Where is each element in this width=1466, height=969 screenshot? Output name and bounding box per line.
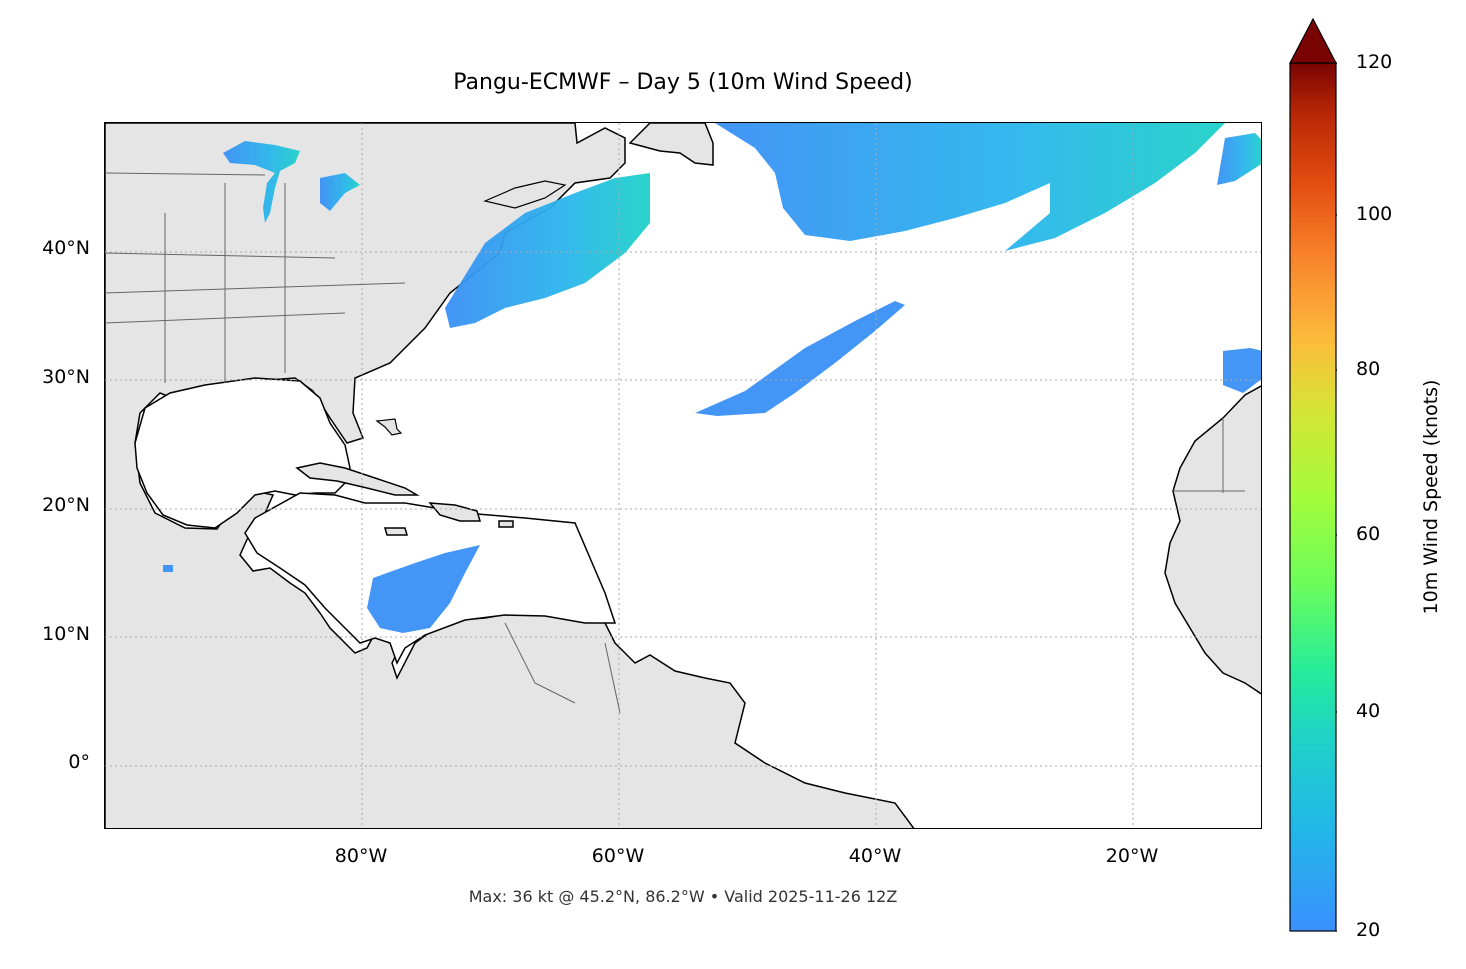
wind-region-northeast-patch xyxy=(1217,133,1261,185)
lat-tick-10n: 10°N xyxy=(42,623,90,645)
land-hispaniola xyxy=(428,502,482,522)
wind-region-us-east-coast xyxy=(445,173,650,328)
land-puerto-rico xyxy=(498,520,514,528)
map-title: Pangu-ECMWF – Day 5 (10m Wind Speed) xyxy=(453,70,913,95)
land-nova-scotia xyxy=(483,180,567,209)
land-bahamas xyxy=(375,418,403,436)
land-newfoundland xyxy=(628,123,714,166)
land-north-america xyxy=(105,123,915,828)
colorbar-label: 10m Wind Speed (knots) xyxy=(1420,379,1442,615)
map-footer-caption: Max: 36 kt @ 45.2°N, 86.2°W • Valid 2025… xyxy=(468,887,898,906)
colorbar-tick-120: 120 xyxy=(1356,51,1393,73)
lat-tick-40n: 40°N xyxy=(42,237,90,259)
wind-region-north-atlantic xyxy=(715,123,1225,251)
lat-tick-0: 0° xyxy=(68,751,90,773)
map-canvas xyxy=(105,123,1261,828)
wind-region-lake-erie xyxy=(320,173,360,211)
map-panel[interactable] xyxy=(104,122,1262,829)
colorbar-tick-40: 40 xyxy=(1356,700,1381,722)
colorbar-gradient xyxy=(1289,62,1337,932)
wind-region-caribbean xyxy=(367,545,480,633)
colorbar-tick-80: 80 xyxy=(1356,358,1381,380)
lon-tick-80w: 80°W xyxy=(334,845,388,867)
graticule xyxy=(105,123,1261,828)
wind-field xyxy=(163,123,1261,633)
land-cuba xyxy=(295,462,420,496)
lon-tick-60w: 60°W xyxy=(591,845,645,867)
political-borders xyxy=(105,172,1245,714)
lon-tick-40w: 40°W xyxy=(848,845,902,867)
wind-region-pacific-speck xyxy=(163,565,173,572)
colorbar xyxy=(1289,18,1337,932)
wind-region-canaries xyxy=(1223,348,1261,393)
wind-region-great-lakes xyxy=(223,141,300,223)
land-jamaica xyxy=(384,527,408,536)
wind-region-central-band xyxy=(695,301,905,416)
colorbar-tick-60: 60 xyxy=(1356,523,1381,545)
lat-tick-20n: 20°N xyxy=(42,494,90,516)
land-africa xyxy=(1164,385,1261,695)
lat-tick-30n: 30°N xyxy=(42,366,90,388)
colorbar-tick-20: 20 xyxy=(1356,919,1381,941)
lon-tick-20w: 20°W xyxy=(1105,845,1159,867)
colorbar-extend-arrow xyxy=(1289,18,1337,64)
colorbar-tick-100: 100 xyxy=(1356,203,1393,225)
